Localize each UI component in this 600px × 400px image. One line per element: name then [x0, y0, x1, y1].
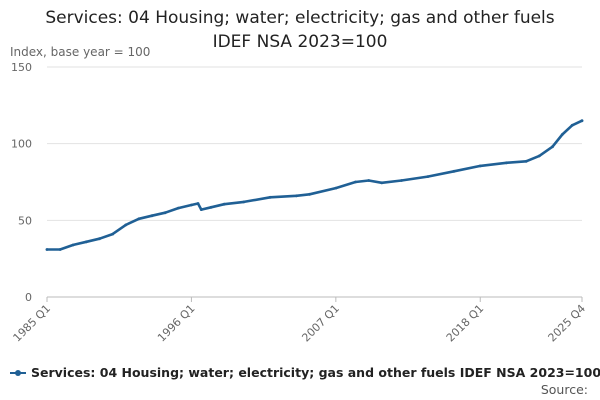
data-point[interactable] — [452, 169, 456, 173]
data-point[interactable] — [400, 179, 403, 182]
y-tick-label: 0 — [25, 291, 32, 304]
y-tick-labels: 0 50 100 150 — [11, 61, 32, 304]
data-point[interactable] — [98, 237, 101, 241]
data-point[interactable] — [367, 179, 371, 182]
x-tick-label: 2018 Q1 — [444, 302, 487, 345]
data-point[interactable] — [560, 133, 564, 136]
x-tick-label: 2007 Q1 — [299, 302, 342, 345]
data-point[interactable] — [71, 243, 75, 247]
data-point[interactable] — [190, 203, 193, 207]
data-point[interactable] — [570, 123, 574, 127]
data-point[interactable] — [334, 186, 338, 190]
chart-title: Services: 04 Housing; water; electricity… — [0, 6, 600, 54]
data-point[interactable] — [45, 248, 49, 251]
x-tick-label: 1996 Q1 — [155, 302, 198, 345]
source-note: Source: — [540, 382, 588, 397]
data-point[interactable] — [163, 211, 167, 215]
x-tick-label: 2025 Q4 — [546, 302, 589, 345]
legend-label: Services: 04 Housing; water; electricity… — [31, 365, 600, 380]
data-point[interactable] — [85, 240, 88, 244]
legend-line-marker-icon — [10, 369, 26, 376]
data-point[interactable] — [176, 206, 180, 210]
data-point[interactable] — [308, 192, 311, 196]
data-point[interactable] — [380, 181, 384, 185]
data-point[interactable] — [222, 202, 226, 206]
data-point[interactable] — [524, 159, 528, 163]
data-point[interactable] — [551, 145, 554, 149]
legend[interactable]: Services: 04 Housing; water; electricity… — [10, 365, 600, 380]
data-point[interactable] — [295, 194, 298, 198]
data-point[interactable] — [354, 180, 357, 184]
series-layer — [45, 119, 584, 251]
data-point[interactable] — [505, 161, 508, 165]
data-point[interactable] — [426, 175, 430, 179]
data-point[interactable] — [137, 217, 141, 221]
chart-title-line-2: IDEF NSA 2023=100 — [212, 32, 388, 52]
data-point[interactable] — [242, 200, 246, 204]
y-axis-label: Index, base year = 100 — [10, 45, 151, 59]
y-tick-label: 150 — [11, 61, 32, 74]
x-tick-label: 1985 Q1 — [11, 302, 54, 345]
data-point[interactable] — [537, 154, 541, 158]
y-tick-label: 100 — [11, 138, 32, 151]
data-point[interactable] — [580, 119, 584, 123]
series-line-0 — [45, 119, 584, 251]
data-point[interactable] — [124, 223, 128, 227]
x-ticks: 1985 Q1 1996 Q1 2007 Q1 2018 Q1 2025 Q4 — [11, 297, 589, 345]
y-tick-label: 50 — [18, 214, 32, 227]
data-point[interactable] — [199, 208, 203, 212]
gridlines — [47, 66, 582, 298]
chart-title-line-1: Services: 04 Housing; water; electricity… — [45, 8, 555, 28]
data-point[interactable] — [111, 232, 114, 236]
data-point[interactable] — [196, 202, 200, 205]
data-point[interactable] — [268, 195, 272, 199]
data-point[interactable] — [58, 248, 62, 251]
data-point[interactable] — [209, 205, 213, 209]
data-point[interactable] — [150, 214, 154, 218]
data-point[interactable] — [478, 164, 482, 168]
